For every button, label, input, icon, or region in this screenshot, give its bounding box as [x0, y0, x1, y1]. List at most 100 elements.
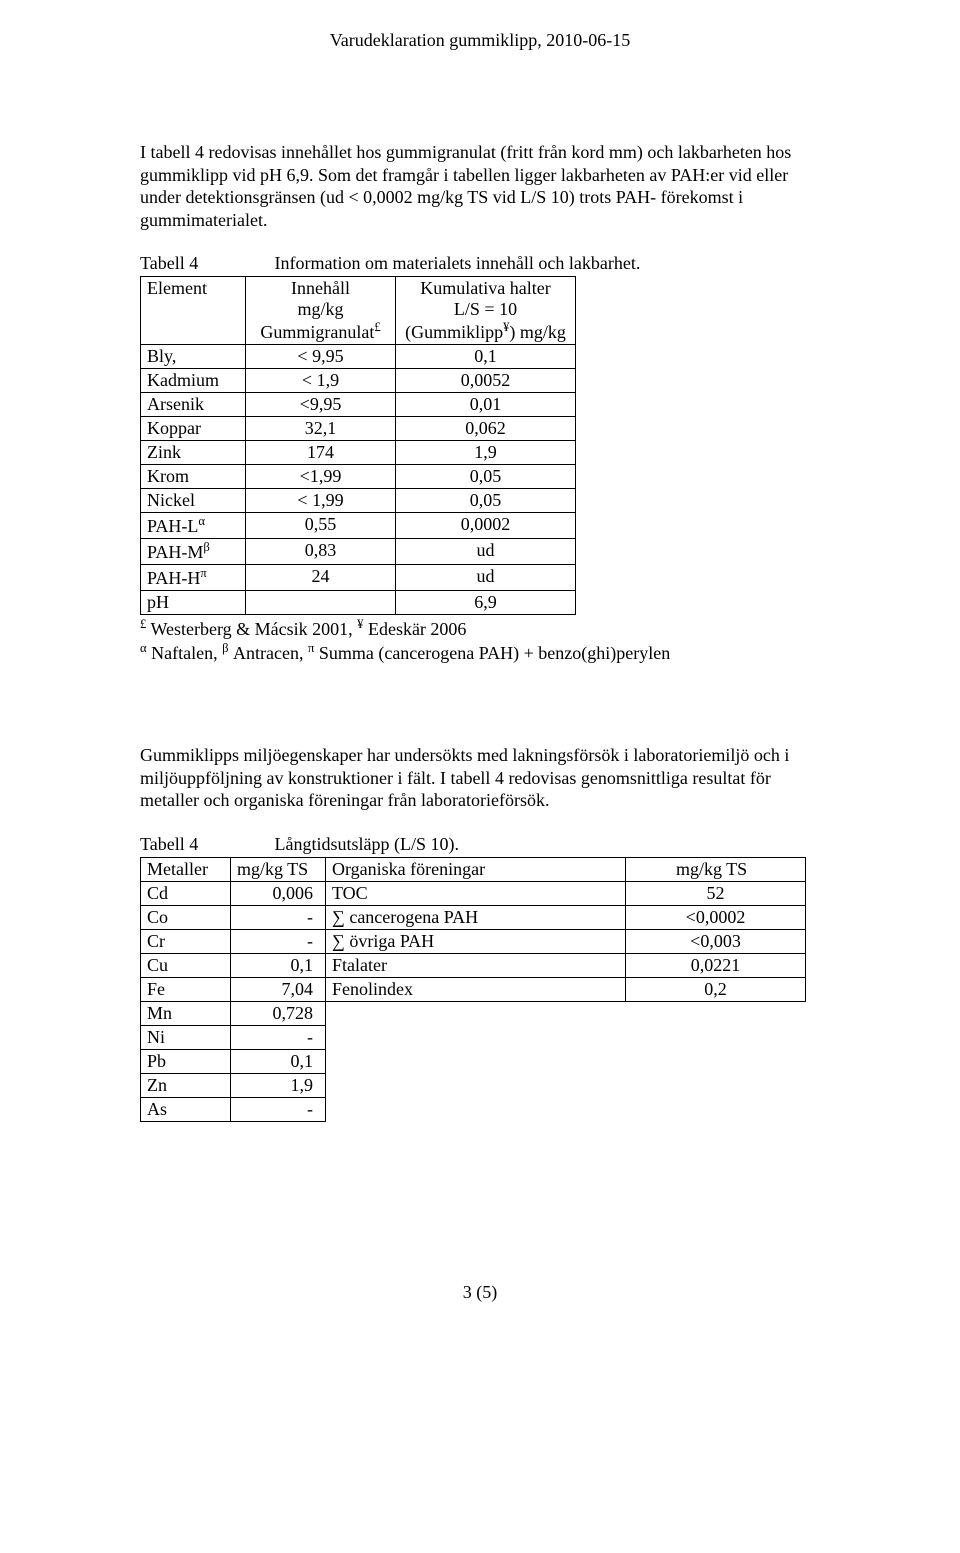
- cell-innehall: <1,99: [246, 465, 396, 489]
- cell-mgkg2: <0,003: [626, 929, 806, 953]
- table2-caption-text: Långtidsutsläpp (L/S 10).: [275, 834, 459, 854]
- cell-kumulativa: 0,01: [396, 393, 576, 417]
- fn1-b: Edeskär 2006: [363, 619, 466, 639]
- cell-kumulativa: 0,05: [396, 489, 576, 513]
- cell-innehall: 0,55: [246, 513, 396, 539]
- paragraph-1: I tabell 4 redovisas innehållet hos gumm…: [140, 141, 820, 231]
- table2-caption: Tabell 4 Långtidsutsläpp (L/S 10).: [140, 834, 820, 855]
- cell-mgkg2: 0,0221: [626, 953, 806, 977]
- table-row: Zink1741,9: [141, 441, 576, 465]
- cell-mgkg1: -: [231, 905, 326, 929]
- table1-h3-l2: L/S = 10: [454, 299, 517, 319]
- table1-h3-l1: Kumulativa halter: [420, 278, 550, 298]
- cell-innehall: [246, 591, 396, 615]
- table2-caption-label: Tabell 4: [140, 834, 270, 855]
- cell-element: PAH-Mβ: [141, 539, 246, 565]
- table1-caption: Tabell 4 Information om materialets inne…: [140, 253, 820, 274]
- cell-mgkg1: 0,728: [231, 1001, 326, 1025]
- cell-kumulativa: ud: [396, 539, 576, 565]
- cell-mgkg2: 0,2: [626, 977, 806, 1001]
- table-row: Nickel< 1,990,05: [141, 489, 576, 513]
- cell-organic: Ftalater: [326, 953, 626, 977]
- cell-mgkg1: 7,04: [231, 977, 326, 1001]
- cell-organic: Fenolindex: [326, 977, 626, 1001]
- cell-metal: Cd: [141, 881, 231, 905]
- table-row: As-: [141, 1097, 806, 1121]
- table1-h2-l3a: Gummigranulat: [260, 322, 374, 342]
- table-row: Kadmium< 1,90,0052: [141, 369, 576, 393]
- table-row: Krom<1,990,05: [141, 465, 576, 489]
- paragraph-2: Gummiklipps miljöegenskaper har undersök…: [140, 744, 820, 812]
- table1-h2-l2: mg/kg: [297, 299, 343, 319]
- table1-h2-sup: £: [374, 320, 380, 334]
- cell-metal: Zn: [141, 1073, 231, 1097]
- cell-metal: Mn: [141, 1001, 231, 1025]
- cell-innehall: 0,83: [246, 539, 396, 565]
- table1-head-innehall: Innehåll mg/kg Gummigranulat£: [246, 277, 396, 345]
- cell-kumulativa: 0,0002: [396, 513, 576, 539]
- table-row: Bly,< 9,950,1: [141, 345, 576, 369]
- table-row: PAH-Hπ24ud: [141, 565, 576, 591]
- fn2-sup1: α: [140, 641, 147, 655]
- cell-metal: Co: [141, 905, 231, 929]
- cell-kumulativa: 0,062: [396, 417, 576, 441]
- table-row: Zn1,9: [141, 1073, 806, 1097]
- table1-head-kumulativa: Kumulativa halter L/S = 10 (Gummiklipp¥)…: [396, 277, 576, 345]
- fn1-a: Westerberg & Mácsik 2001,: [146, 619, 357, 639]
- cell-element: Kadmium: [141, 369, 246, 393]
- cell-element: Nickel: [141, 489, 246, 513]
- table-row: Cd0,006TOC52: [141, 881, 806, 905]
- cell-organic: ∑ övriga PAH: [326, 929, 626, 953]
- table2-head-mgkg1: mg/kg TS: [231, 857, 326, 881]
- cell-element: Koppar: [141, 417, 246, 441]
- table1-h3-l3a: (Gummiklipp: [405, 322, 503, 342]
- cell-element: PAH-Lα: [141, 513, 246, 539]
- cell-kumulativa: 6,9: [396, 591, 576, 615]
- table1-h2-l1: Innehåll: [291, 278, 350, 298]
- cell-mgkg1: -: [231, 929, 326, 953]
- cell-innehall: <9,95: [246, 393, 396, 417]
- page-number: 3 (5): [140, 1282, 820, 1303]
- cell-innehall: < 9,95: [246, 345, 396, 369]
- table2-head-metaller: Metaller: [141, 857, 231, 881]
- table2: Metaller mg/kg TS Organiska föreningar m…: [140, 857, 806, 1122]
- cell-organic: ∑ cancerogena PAH: [326, 905, 626, 929]
- table-row: Mn0,728: [141, 1001, 806, 1025]
- cell-element: pH: [141, 591, 246, 615]
- table-row: Cu0,1Ftalater0,0221: [141, 953, 806, 977]
- cell-mgkg1: 0,1: [231, 1049, 326, 1073]
- table2-head-mgkg2: mg/kg TS: [626, 857, 806, 881]
- fn2-c: Summa (cancerogena PAH) + benzo(ghi)pery…: [314, 643, 670, 663]
- cell-kumulativa: 0,05: [396, 465, 576, 489]
- fn2-b: Antracen,: [229, 643, 308, 663]
- table1-h3-l3b: ) mg/kg: [509, 322, 566, 342]
- cell-metal: Cr: [141, 929, 231, 953]
- table-row: PAH-Lα0,550,0002: [141, 513, 576, 539]
- table-row: Co-∑ cancerogena PAH<0,0002: [141, 905, 806, 929]
- cell-mgkg2: <0,0002: [626, 905, 806, 929]
- fn2-a: Naftalen,: [147, 643, 222, 663]
- cell-kumulativa: 0,1: [396, 345, 576, 369]
- document-page: Varudeklaration gummiklipp, 2010-06-15 I…: [0, 0, 960, 1343]
- table-row: Fe7,04Fenolindex0,2: [141, 977, 806, 1001]
- cell-innehall: 24: [246, 565, 396, 591]
- cell-organic: TOC: [326, 881, 626, 905]
- cell-kumulativa: 1,9: [396, 441, 576, 465]
- cell-kumulativa: 0,0052: [396, 369, 576, 393]
- table2-head-organiska: Organiska föreningar: [326, 857, 626, 881]
- cell-metal: Fe: [141, 977, 231, 1001]
- table-row: Koppar32,10,062: [141, 417, 576, 441]
- cell-metal: Ni: [141, 1025, 231, 1049]
- cell-mgkg1: 1,9: [231, 1073, 326, 1097]
- table1-footnotes: £ Westerberg & Mácsik 2001, ¥ Edeskär 20…: [140, 617, 820, 664]
- table1-caption-text: Information om materialets innehåll och …: [275, 253, 641, 273]
- cell-metal: Cu: [141, 953, 231, 977]
- cell-innehall: < 1,9: [246, 369, 396, 393]
- table-row: Ni-: [141, 1025, 806, 1049]
- cell-mgkg1: 0,006: [231, 881, 326, 905]
- table1: Element Innehåll mg/kg Gummigranulat£ Ku…: [140, 276, 576, 615]
- cell-element: Bly,: [141, 345, 246, 369]
- cell-element: Krom: [141, 465, 246, 489]
- page-header: Varudeklaration gummiklipp, 2010-06-15: [140, 30, 820, 51]
- table-row: PAH-Mβ0,83ud: [141, 539, 576, 565]
